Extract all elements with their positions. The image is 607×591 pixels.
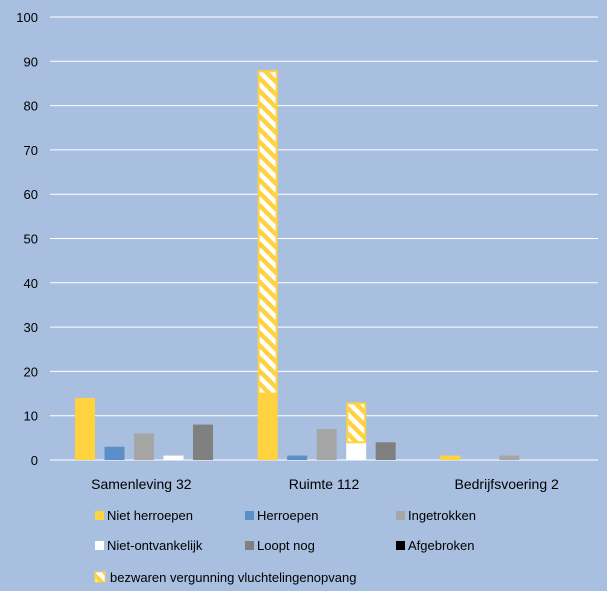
legend-label: Niet herroepen <box>107 508 193 523</box>
bar-niet-herroepen-1 <box>257 393 278 460</box>
legend-label: Afgebroken <box>408 538 475 553</box>
y-tick-label: 60 <box>24 187 38 202</box>
x-category-label: Ruimte 112 <box>289 476 360 492</box>
bar-niet-ontvankelijk-1 <box>346 442 367 460</box>
legend: Niet herroepen Herroepen Ingetrokken Niet-o… <box>94 508 476 585</box>
y-tick-label: 20 <box>24 364 38 379</box>
legend-swatch <box>245 511 254 520</box>
legend-label: bezwaren vergunning vluchtelingenopvang <box>110 570 356 585</box>
y-tick-label: 100 <box>16 10 38 25</box>
bar-ingetrokken-1 <box>316 428 337 460</box>
bar-loopt-nog-0 <box>193 424 213 460</box>
y-axis-ticks: 0 10 20 30 40 50 60 70 80 90 100 <box>16 10 38 468</box>
legend-swatch <box>396 541 405 550</box>
y-tick-label: 80 <box>24 99 38 114</box>
y-tick-label: 90 <box>24 54 38 69</box>
legend-swatch-hatched <box>94 571 106 583</box>
y-tick-label: 30 <box>24 320 38 335</box>
gridlines <box>50 16 598 461</box>
legend-swatch <box>95 511 104 520</box>
bar-loopt-nog-1 <box>375 442 396 460</box>
bar-overlay-hatched-1 <box>346 402 367 444</box>
bar-niet-herroepen-0 <box>75 397 95 460</box>
bar-niet-ontvankelijk-0 <box>163 455 184 460</box>
bars <box>75 70 520 460</box>
legend-label: Ingetrokken <box>408 508 476 523</box>
legend-label: Herroepen <box>257 508 318 523</box>
x-category-label: Bedrijfsvoering 2 <box>455 476 559 492</box>
bar-herroepen-1 <box>287 455 308 460</box>
legend-label: Niet-ontvankelijk <box>107 538 203 553</box>
bar-ingetrokken-2 <box>499 455 520 460</box>
x-category-label: Samenleving 32 <box>91 476 192 492</box>
x-axis-categories: Samenleving 32 Ruimte 112 Bedrijfsvoering … <box>91 476 559 492</box>
legend-label: Loopt nog <box>257 538 315 553</box>
bar-ingetrokken-0 <box>134 433 154 460</box>
y-tick-label: 10 <box>24 409 38 424</box>
bar-herroepen-0 <box>104 446 125 460</box>
y-tick-label: 0 <box>31 453 38 468</box>
bar-niet-herroepen-2 <box>440 455 461 460</box>
legend-swatch <box>396 511 405 520</box>
legend-swatch <box>245 541 254 550</box>
y-tick-label: 50 <box>24 232 38 247</box>
bar-overlay-hatched-1 <box>257 70 278 395</box>
y-tick-label: 70 <box>24 143 38 158</box>
legend-swatch <box>95 541 104 550</box>
y-tick-label: 40 <box>24 276 38 291</box>
